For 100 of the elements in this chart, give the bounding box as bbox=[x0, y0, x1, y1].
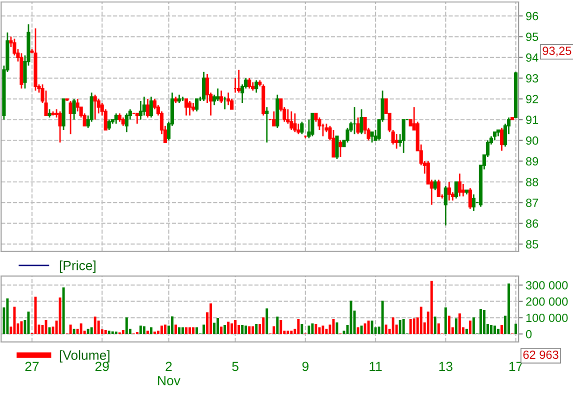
bar bbox=[297, 318, 300, 334]
candlestick bbox=[454, 181, 458, 200]
bar bbox=[430, 280, 433, 334]
text: 62 963 bbox=[523, 350, 558, 359]
bar bbox=[392, 317, 394, 334]
bar bbox=[164, 324, 166, 334]
candlestick bbox=[335, 136, 339, 160]
y-tick-label: 92 bbox=[526, 94, 538, 104]
y-tick-label: 96 bbox=[526, 12, 538, 20]
bar bbox=[468, 320, 472, 334]
x-tick-label: 2 Nov bbox=[158, 362, 180, 386]
bar bbox=[482, 310, 486, 334]
bar bbox=[472, 317, 475, 334]
bar bbox=[227, 322, 230, 334]
bar bbox=[146, 330, 149, 334]
bar bbox=[210, 303, 212, 334]
bar bbox=[465, 328, 468, 334]
candlestick bbox=[248, 77, 252, 90]
bar bbox=[409, 318, 412, 334]
bar bbox=[322, 326, 324, 334]
bar bbox=[104, 330, 107, 334]
bar bbox=[202, 324, 205, 334]
candlestick bbox=[72, 98, 76, 120]
bar bbox=[182, 327, 184, 334]
legend-label: [Volume] bbox=[60, 350, 110, 362]
y-tick-label: 200 000 bbox=[526, 297, 568, 306]
bar bbox=[185, 327, 188, 334]
bar bbox=[86, 328, 90, 334]
bar bbox=[508, 283, 510, 334]
bar bbox=[497, 328, 500, 334]
candlestick bbox=[135, 112, 139, 124]
candlestick bbox=[290, 110, 294, 131]
candlestick bbox=[114, 112, 118, 124]
x-tick-label: 11 bbox=[370, 362, 382, 371]
bar bbox=[80, 323, 82, 334]
candlestick bbox=[500, 127, 504, 152]
candlestick bbox=[458, 172, 462, 198]
bar bbox=[420, 306, 422, 334]
bar bbox=[494, 326, 496, 334]
bar bbox=[276, 316, 279, 334]
y-tick-label: 300 000 bbox=[526, 281, 568, 290]
bar bbox=[448, 316, 450, 334]
bar bbox=[325, 328, 328, 334]
bar bbox=[434, 316, 436, 334]
y-tick-label: 0 bbox=[526, 330, 532, 338]
candlestick bbox=[93, 94, 97, 120]
candlestick bbox=[356, 116, 360, 135]
candlestick bbox=[58, 110, 62, 144]
candlestick bbox=[184, 98, 188, 116]
bar bbox=[6, 298, 9, 334]
y-tick-label: 89 bbox=[526, 157, 538, 166]
bar bbox=[437, 323, 440, 334]
y-tick-label: 86 bbox=[526, 219, 538, 228]
candlestick bbox=[188, 100, 192, 116]
bar bbox=[97, 320, 100, 334]
bar bbox=[108, 330, 110, 334]
y-tick-label: 87 bbox=[526, 198, 538, 208]
candlestick bbox=[436, 179, 440, 198]
candlestick bbox=[265, 106, 269, 144]
bar bbox=[514, 324, 517, 334]
candlestick bbox=[433, 179, 437, 191]
bar bbox=[290, 330, 293, 334]
text: 93,25 bbox=[542, 46, 572, 56]
candlestick bbox=[272, 110, 276, 127]
bar bbox=[58, 297, 62, 334]
bar bbox=[244, 326, 248, 334]
bar bbox=[318, 327, 321, 334]
candlestick bbox=[444, 185, 448, 226]
text: [Price] bbox=[60, 260, 96, 273]
bar bbox=[188, 327, 191, 334]
bar bbox=[160, 326, 163, 334]
candlestick bbox=[194, 98, 199, 112]
candlestick bbox=[472, 194, 476, 212]
bar bbox=[174, 324, 177, 334]
bar bbox=[266, 308, 268, 334]
bar bbox=[398, 320, 402, 334]
bar bbox=[300, 324, 304, 334]
bar bbox=[370, 320, 374, 334]
bar bbox=[241, 324, 244, 334]
candlestick bbox=[202, 71, 206, 102]
bar bbox=[62, 287, 65, 334]
bar bbox=[122, 330, 124, 334]
candlestick bbox=[220, 90, 224, 104]
candlestick bbox=[237, 69, 241, 94]
candlestick bbox=[332, 129, 336, 158]
candlestick bbox=[76, 98, 80, 112]
candlestick bbox=[124, 112, 128, 133]
candlestick bbox=[142, 96, 146, 116]
bar bbox=[170, 316, 174, 334]
x-tick-label: 9 bbox=[302, 362, 308, 372]
bar bbox=[252, 326, 254, 334]
bar bbox=[280, 320, 282, 334]
candlestick bbox=[394, 133, 398, 150]
candlestick bbox=[447, 181, 451, 202]
candlestick bbox=[254, 80, 258, 94]
bar bbox=[13, 306, 16, 334]
candlestick bbox=[300, 121, 304, 135]
bar bbox=[230, 323, 234, 334]
y-tick-label: 93 bbox=[526, 74, 538, 83]
bar bbox=[69, 324, 72, 334]
